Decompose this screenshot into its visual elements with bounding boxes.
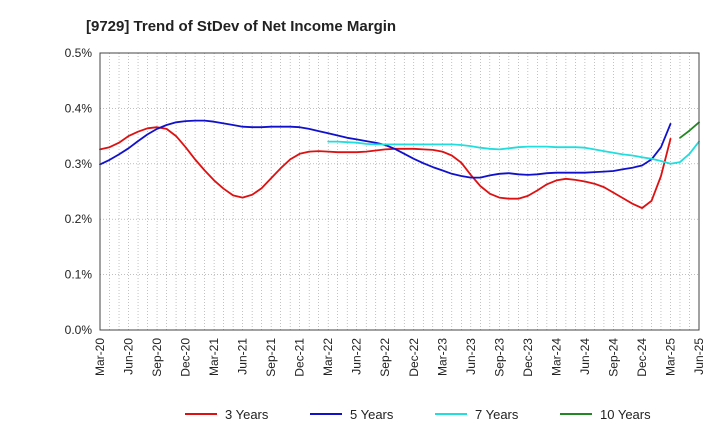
x-tick-label: Dec-22 <box>407 338 421 377</box>
x-tick-label: Dec-24 <box>635 338 649 377</box>
y-tick-label: 0.0% <box>65 323 93 337</box>
axis-labels: 0.0% 0.1% 0.2% 0.3% 0.4% 0.5% Mar-20 Jun-20 Sep-… <box>65 46 706 377</box>
x-tick-label: Sep-22 <box>378 338 392 377</box>
series-line-10-years <box>679 121 700 139</box>
chart-title: [9729] Trend of StDev of Net Income Marg… <box>86 18 396 35</box>
legend-label: 10 Years <box>600 407 651 422</box>
plot-series <box>99 119 700 210</box>
x-tick-label: Sep-21 <box>264 338 278 377</box>
x-tick-label: Mar-24 <box>549 338 563 376</box>
x-tick-label: Dec-20 <box>179 338 193 377</box>
x-tick-label: Jun-25 <box>692 338 706 375</box>
x-tick-label: Jun-20 <box>122 338 136 375</box>
y-tick-label: 0.1% <box>65 268 93 282</box>
series-line-3-years <box>99 126 672 210</box>
x-tick-label: Jun-24 <box>578 338 592 375</box>
series-line-7-years <box>327 140 700 165</box>
legend-label: 7 Years <box>475 407 519 422</box>
x-tick-label: Mar-23 <box>435 338 449 376</box>
y-tick-label: 0.3% <box>65 157 93 171</box>
legend: 3 Years 5 Years 7 Years 10 Years <box>185 407 651 422</box>
x-tick-label: Mar-22 <box>321 338 335 376</box>
x-tick-label: Mar-21 <box>207 338 221 376</box>
x-tick-label: Jun-22 <box>350 338 364 375</box>
x-tick-label: Sep-24 <box>606 338 620 377</box>
x-tick-label: Dec-21 <box>293 338 307 377</box>
x-tick-label: Jun-21 <box>236 338 250 375</box>
x-tick-label: Sep-23 <box>492 338 506 377</box>
legend-label: 5 Years <box>350 407 394 422</box>
x-tick-label: Jun-23 <box>464 338 478 375</box>
y-tick-label: 0.2% <box>65 212 93 226</box>
y-tick-label: 0.5% <box>65 46 93 60</box>
plot-frame <box>99 52 700 331</box>
y-tick-label: 0.4% <box>65 101 93 115</box>
grid <box>100 53 699 330</box>
x-tick-label: Mar-20 <box>93 338 107 376</box>
x-tick-label: Mar-25 <box>663 338 677 376</box>
legend-label: 3 Years <box>225 407 269 422</box>
x-tick-label: Sep-20 <box>150 338 164 377</box>
x-tick-label: Dec-23 <box>521 338 535 377</box>
